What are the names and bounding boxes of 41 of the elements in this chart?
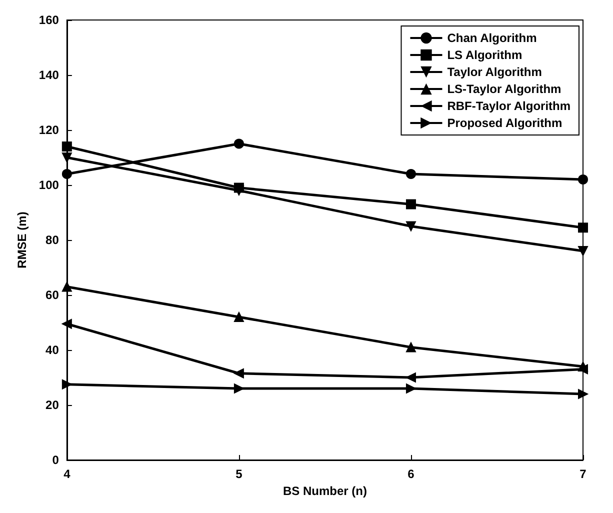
point: [578, 222, 588, 233]
x-tick-label: 4: [64, 467, 71, 481]
y-axis-title: RMSE (m): [15, 212, 29, 268]
point: [406, 169, 416, 179]
x-tick-label: 7: [580, 467, 587, 481]
y-tick-label: 160: [38, 13, 60, 27]
y-tick-label: 60: [46, 288, 60, 302]
y-tick-label: 0: [52, 453, 60, 467]
legend-label: Chan Algorithm: [447, 31, 537, 45]
y-tick-label: 80: [46, 233, 60, 247]
legend-label: Taylor Algorithm: [447, 65, 542, 79]
point: [406, 342, 416, 352]
point: [578, 174, 588, 184]
point: [234, 138, 244, 149]
point: [62, 318, 72, 329]
point: [62, 142, 72, 152]
x-axis-title: BS Number (n): [282, 484, 367, 498]
legend-label: Proposed Algorithm: [447, 116, 562, 130]
legend-label: RBF-Taylor Algorithm: [447, 99, 571, 113]
y-tick-label: 140: [38, 68, 60, 82]
point: [62, 282, 72, 292]
point: [406, 221, 416, 232]
point: [578, 389, 588, 399]
y-tick-label: 40: [46, 343, 60, 357]
x-tick-label: 5: [236, 467, 243, 481]
point: [406, 199, 416, 210]
y-tick-label: 100: [38, 178, 60, 192]
y-tick-label: 20: [46, 398, 60, 412]
y-tick-label: 120: [38, 123, 60, 137]
point: [406, 384, 416, 394]
legend-label: LS Algorithm: [447, 48, 522, 62]
point: [62, 169, 72, 179]
point: [62, 152, 72, 162]
point: [234, 368, 244, 378]
point: [234, 312, 244, 322]
point: [578, 246, 588, 256]
x-tick-label: 6: [408, 467, 415, 481]
point: [578, 364, 588, 374]
legend-label: LS-Taylor Algorithm: [447, 82, 562, 96]
point: [62, 379, 72, 390]
point: [234, 384, 244, 394]
